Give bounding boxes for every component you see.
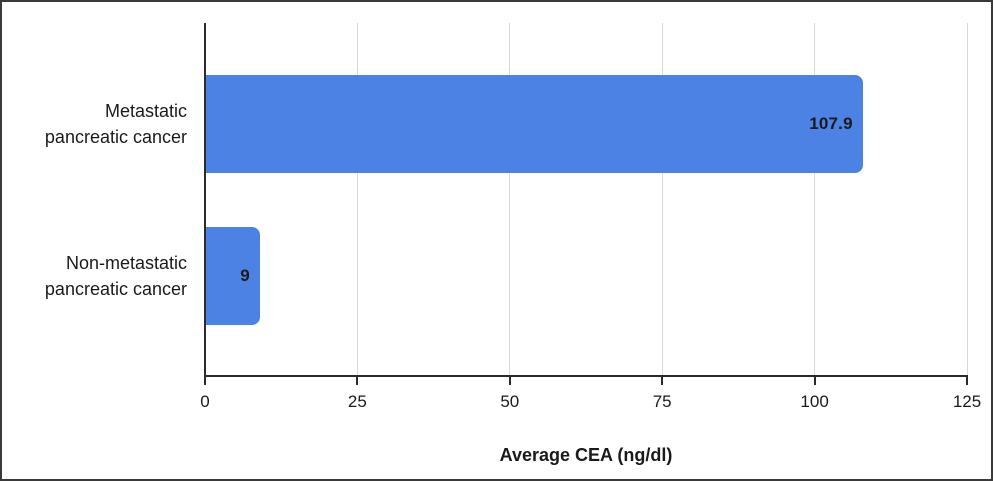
- tick-mark: [966, 375, 968, 385]
- x-tick-label: 50: [500, 392, 520, 411]
- category-label-line: pancreatic cancer: [44, 127, 187, 147]
- category-label-line: Non-metastatic: [65, 253, 187, 273]
- y-axis-line: [204, 23, 206, 375]
- tick-mark: [813, 375, 816, 385]
- bar-value-label: 107.9: [809, 114, 853, 133]
- x-tick-label: 125: [952, 392, 982, 411]
- gridline: [814, 23, 816, 375]
- tick-mark: [661, 375, 664, 385]
- bar: 9: [206, 227, 260, 325]
- category-label: Non-metastatic pancreatic cancer: [2, 250, 187, 302]
- x-tick-label: 0: [200, 392, 210, 411]
- gridline: [661, 23, 663, 375]
- tick-mark: [356, 375, 359, 385]
- bar-value-label: 9: [240, 266, 250, 285]
- gridline: [509, 23, 511, 375]
- x-tick-label: 75: [652, 392, 672, 411]
- category-label-line: Metastatic: [104, 101, 187, 121]
- gridline: [966, 23, 968, 375]
- x-axis-title: Average CEA (ng/dl): [499, 445, 673, 465]
- x-tick-label: 25: [347, 392, 367, 411]
- x-axis-line: [204, 375, 967, 377]
- tick-mark: [508, 375, 511, 385]
- plot-area: 107.9 9: [204, 23, 968, 385]
- tick-mark: [204, 375, 206, 385]
- category-label: Metastatic pancreatic cancer: [2, 98, 187, 150]
- x-tick-label: 100: [800, 392, 829, 411]
- bar: 107.9: [206, 75, 863, 173]
- category-label-line: pancreatic cancer: [44, 279, 187, 299]
- gridline: [356, 23, 358, 375]
